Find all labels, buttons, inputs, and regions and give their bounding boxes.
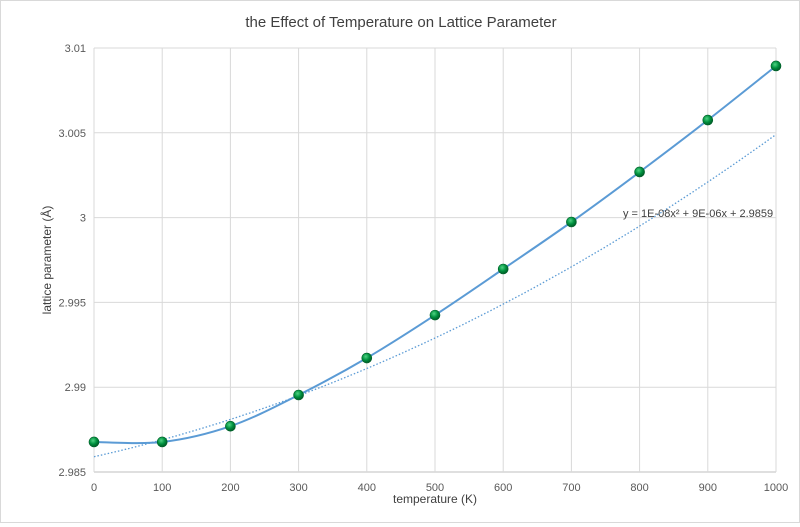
- chart-title: the Effect of Temperature on Lattice Par…: [245, 14, 556, 31]
- y-tick-label: 3.005: [58, 128, 86, 140]
- x-tick-label: 200: [221, 482, 239, 494]
- y-tick-label: 2.995: [58, 297, 86, 309]
- x-tick-label: 0: [91, 482, 97, 494]
- x-tick-label: 100: [153, 482, 171, 494]
- x-tick-label: 500: [426, 482, 444, 494]
- data-point: [770, 60, 782, 72]
- x-tick-labels: 0 100 200 300 400 500 600 700 800 900 1000: [91, 482, 788, 494]
- x-tick-label: 700: [562, 482, 580, 494]
- trendline-equation: y = 1E-08x² + 9E-06x + 2.9859: [623, 208, 773, 220]
- data-point: [429, 309, 441, 321]
- data-point: [361, 352, 373, 364]
- x-tick-label: 800: [630, 482, 648, 494]
- data-markers: [88, 60, 782, 448]
- data-point: [634, 166, 645, 178]
- data-point: [156, 436, 168, 448]
- y-tick-labels: 2.985 2.99 2.995 3 3.005 3.01: [58, 43, 86, 479]
- x-tick-label: 600: [494, 482, 512, 494]
- gridlines: [93, 47, 777, 473]
- data-point: [88, 436, 100, 448]
- y-tick-label: 3: [80, 213, 86, 225]
- x-tick-label: 900: [699, 482, 717, 494]
- data-point: [497, 263, 509, 275]
- x-axis-label: temperature (K): [393, 492, 477, 506]
- series-line: [93, 65, 777, 445]
- data-point: [225, 420, 236, 432]
- data-point: [702, 114, 714, 126]
- y-tick-label: 2.99: [65, 382, 86, 394]
- y-axis-label: lattice parameter (Å): [39, 206, 54, 315]
- trendline: [93, 133, 777, 458]
- x-tick-label: 1000: [764, 482, 788, 494]
- x-tick-label: 400: [358, 482, 376, 494]
- x-tick-label: 300: [289, 482, 307, 494]
- data-point: [566, 216, 577, 228]
- y-tick-label: 3.01: [65, 43, 86, 55]
- y-tick-label: 2.985: [58, 467, 86, 479]
- data-point: [293, 389, 304, 401]
